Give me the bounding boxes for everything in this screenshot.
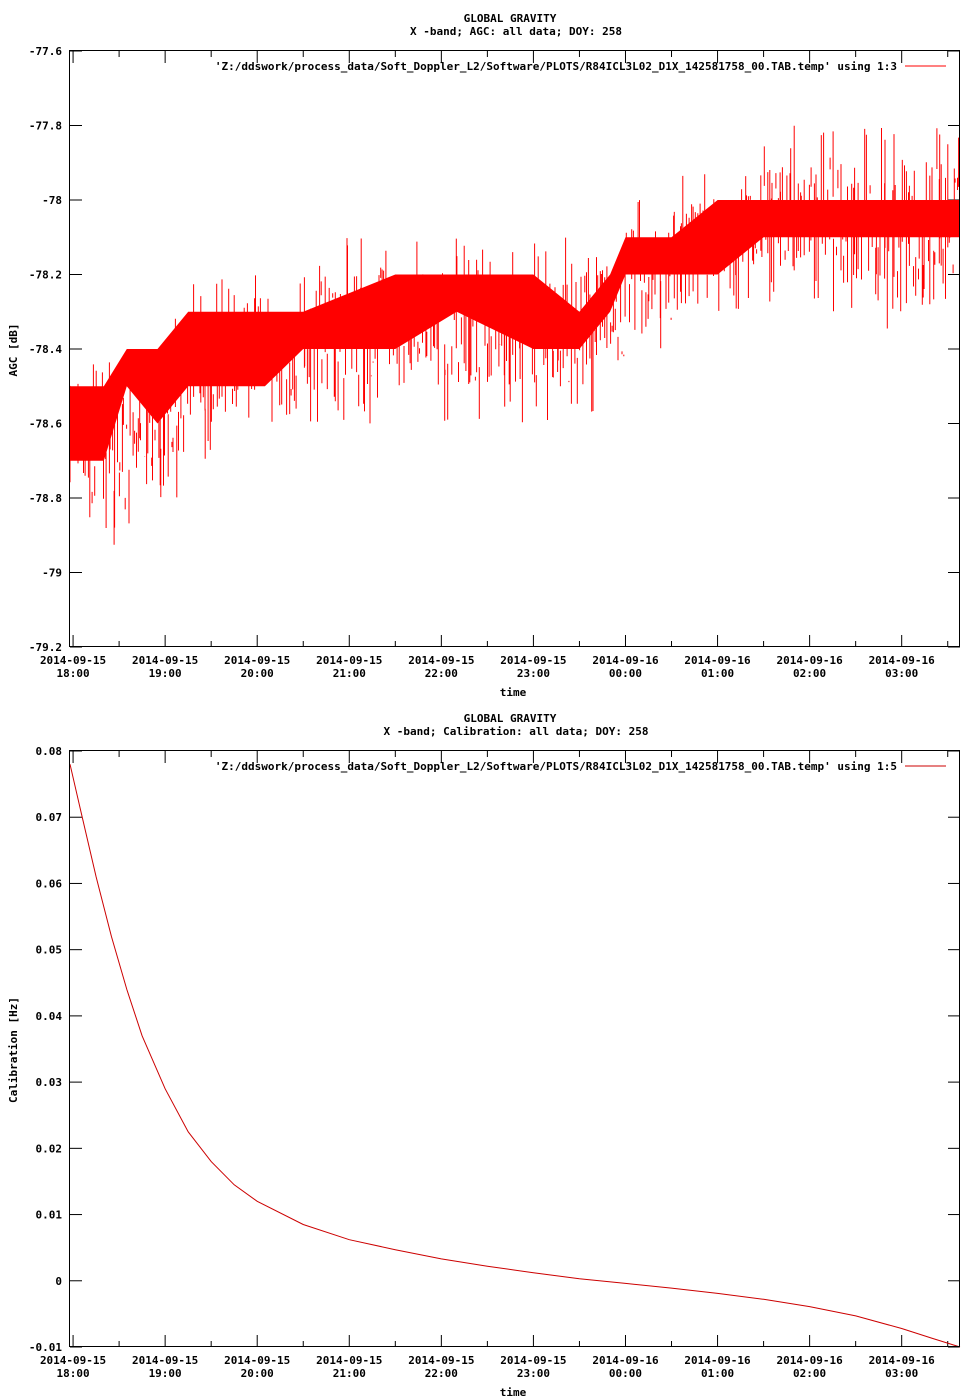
y-tick-label: -79 [42, 567, 62, 580]
y-tick-label: -79.2 [29, 641, 62, 654]
x-tick-label-date: 2014-09-16 [592, 1354, 659, 1367]
x-tick-label-date: 2014-09-16 [684, 654, 751, 667]
x-tick-label-time: 23:00 [517, 667, 550, 680]
legend-label: 'Z:/ddswork/process_data/Soft_Doppler_L2… [215, 760, 897, 773]
x-tick-label-date: 2014-09-15 [40, 654, 106, 667]
x-tick-label-time: 02:00 [793, 667, 826, 680]
series-layer [69, 125, 960, 545]
y-tick-label: -78.2 [29, 269, 62, 282]
x-tick-label-time: 21:00 [333, 1367, 366, 1380]
plot-frame [69, 750, 960, 1347]
y-tick-label: -78.4 [29, 343, 62, 356]
x-tick-label-date: 2014-09-16 [869, 654, 936, 667]
x-tick-label-date: 2014-09-15 [132, 654, 198, 667]
x-tick-label-date: 2014-09-16 [684, 1354, 751, 1367]
x-tick-label-date: 2014-09-15 [408, 1354, 474, 1367]
y-tick-label: 0.04 [36, 1010, 63, 1023]
tick-layer: -77.6 -77.8 -78 -78.2 -78.4 -78.6 -78.8 -79 -79.… [29, 45, 960, 680]
x-tick-label-date: 2014-09-16 [777, 1354, 844, 1367]
x-axis-label: time [500, 1386, 527, 1399]
x-axis-label: time [500, 686, 527, 699]
x-tick-label-time: 03:00 [885, 667, 918, 680]
x-tick-label-time: 21:00 [333, 667, 366, 680]
plot-frame [69, 50, 960, 647]
x-tick-label-date: 2014-09-15 [224, 1354, 290, 1367]
x-tick-label-date: 2014-09-16 [777, 654, 844, 667]
x-tick-label-time: 01:00 [701, 667, 734, 680]
chart-subtitle: X -band; AGC: all data; DOY: 258 [410, 25, 622, 38]
y-tick-label: -77.6 [29, 45, 62, 58]
chart-title: GLOBAL GRAVITY [464, 12, 557, 25]
x-tick-label-time: 19:00 [149, 667, 182, 680]
x-tick-label-date: 2014-09-16 [592, 654, 659, 667]
x-tick-label-time: 00:00 [609, 1367, 642, 1380]
y-tick-label: 0.08 [36, 745, 63, 758]
x-tick-label-time: 00:00 [609, 667, 642, 680]
y-axis-label: Calibration [Hz] [7, 997, 20, 1103]
x-tick-label-date: 2014-09-16 [869, 1354, 936, 1367]
x-tick-label-time: 01:00 [701, 1367, 734, 1380]
x-tick-label-time: 18:00 [57, 1367, 90, 1380]
x-tick-label-time: 20:00 [241, 1367, 274, 1380]
tick-layer: 0.080.070.060.050.040.030.020.010-0.0120… [29, 745, 960, 1380]
x-tick-label-date: 2014-09-15 [224, 654, 290, 667]
series-layer [69, 764, 961, 1348]
y-axis-label: AGC [dB] [7, 324, 20, 377]
y-tick-label: 0.05 [36, 944, 63, 957]
x-tick-label-date: 2014-09-15 [500, 1354, 566, 1367]
x-tick-label-time: 02:00 [793, 1367, 826, 1380]
x-tick-label-date: 2014-09-15 [316, 1354, 382, 1367]
y-tick-label: 0.06 [36, 877, 63, 890]
x-tick-label-time: 03:00 [885, 1367, 918, 1380]
y-tick-label: 0.03 [36, 1076, 63, 1089]
y-tick-label: -78.8 [29, 492, 62, 505]
x-tick-label-time: 23:00 [517, 1367, 550, 1380]
x-tick-label-time: 20:00 [241, 667, 274, 680]
x-tick-label-date: 2014-09-15 [500, 654, 566, 667]
x-tick-label-date: 2014-09-15 [40, 1354, 106, 1367]
y-tick-label: -77.8 [29, 120, 62, 133]
x-tick-label-date: 2014-09-15 [408, 654, 474, 667]
chart-subtitle: X -band; Calibration: all data; DOY: 258 [384, 725, 649, 738]
x-tick-label-date: 2014-09-15 [316, 654, 382, 667]
y-tick-label: 0.02 [36, 1142, 63, 1155]
y-tick-label: -78 [42, 194, 62, 207]
agc-chart: GLOBAL GRAVITY X -band; AGC: all data; D… [7, 12, 960, 699]
calibration-chart: GLOBAL GRAVITY X -band; Calibration: all… [7, 712, 961, 1399]
x-tick-label-time: 18:00 [57, 667, 90, 680]
x-tick-label-date: 2014-09-15 [132, 1354, 198, 1367]
series-line [69, 764, 961, 1348]
x-tick-label-time: 22:00 [425, 667, 458, 680]
y-tick-label: 0 [55, 1275, 62, 1288]
x-tick-label-time: 19:00 [149, 1367, 182, 1380]
y-tick-label: 0.07 [36, 811, 63, 824]
chart-title: GLOBAL GRAVITY [464, 712, 557, 725]
legend-label: 'Z:/ddswork/process_data/Soft_Doppler_L2… [215, 60, 897, 73]
y-tick-label: -0.01 [29, 1341, 62, 1354]
y-tick-label: 0.01 [36, 1209, 63, 1222]
x-tick-label-time: 22:00 [425, 1367, 458, 1380]
y-tick-label: -78.6 [29, 418, 62, 431]
